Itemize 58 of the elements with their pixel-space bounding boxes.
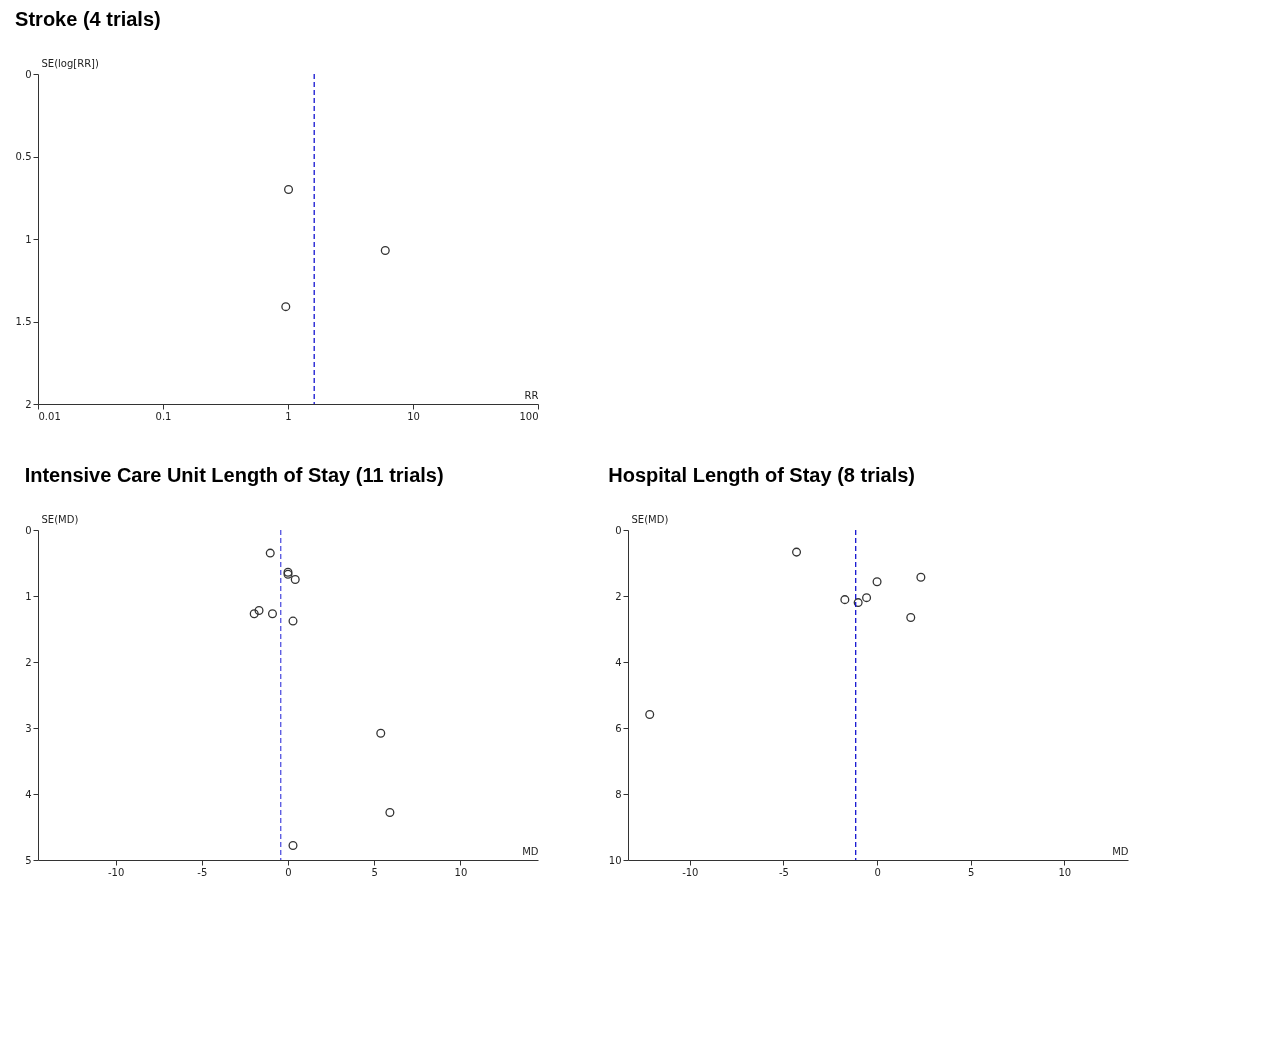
x-tick-label: 5 bbox=[968, 866, 975, 878]
y-tick-label: 0 bbox=[25, 524, 32, 536]
x-axis-title: RR bbox=[524, 389, 539, 401]
y-tick-label: 1 bbox=[25, 233, 32, 245]
chart-title: Hospital Length of Stay (8 trials) bbox=[608, 464, 915, 486]
point bbox=[872, 577, 882, 587]
y-tick-label: 2 bbox=[25, 398, 32, 410]
y-axis-title: SE(MD) bbox=[41, 513, 79, 525]
y-tick-label: 2 bbox=[615, 590, 622, 602]
point bbox=[906, 612, 916, 622]
x-tick-label: 10 bbox=[1058, 866, 1072, 878]
point bbox=[916, 572, 926, 582]
x-tick-label: 0 bbox=[285, 866, 292, 878]
y-tick-label: 4 bbox=[25, 788, 32, 800]
y-axis-title: SE(log[RR]) bbox=[41, 57, 100, 69]
point bbox=[288, 840, 298, 850]
y-tick-label: 1.5 bbox=[15, 316, 32, 327]
point bbox=[385, 807, 395, 817]
chart-title: Intensive Care Unit Length of Stay (11 trials) bbox=[24, 464, 444, 486]
point bbox=[645, 709, 655, 719]
x-tick-label: 0.1 bbox=[155, 410, 172, 422]
point bbox=[290, 574, 300, 585]
y-tick-label: 3 bbox=[25, 722, 32, 734]
point bbox=[254, 606, 264, 616]
y-tick-label: 5 bbox=[25, 854, 32, 866]
y-tick-label: 4 bbox=[615, 656, 622, 668]
point bbox=[288, 616, 298, 626]
y-tick-label: 10 bbox=[608, 854, 622, 866]
x-axis-title: MD bbox=[522, 845, 539, 857]
x-tick-label: 5 bbox=[371, 866, 378, 878]
x-tick-label: 100 bbox=[519, 410, 539, 422]
x-tick-label: -5 bbox=[197, 866, 208, 878]
y-tick-label: 1 bbox=[25, 590, 32, 602]
point bbox=[853, 598, 863, 608]
point bbox=[267, 609, 278, 619]
x-tick-label: -10 bbox=[107, 866, 125, 878]
point bbox=[376, 728, 386, 738]
point bbox=[249, 609, 259, 619]
y-tick-label: 0 bbox=[25, 68, 32, 80]
x-tick-label: 10 bbox=[454, 866, 468, 878]
y-tick-label: 0 bbox=[615, 524, 622, 536]
point bbox=[265, 548, 275, 558]
x-tick-label: -10 bbox=[682, 866, 699, 878]
point bbox=[862, 593, 872, 603]
x-axis-title: MD bbox=[1112, 845, 1129, 857]
point bbox=[840, 595, 850, 605]
x-tick-label: 1 bbox=[285, 410, 292, 422]
x-tick-label: 0 bbox=[874, 866, 881, 878]
y-tick-label: 2 bbox=[25, 656, 32, 668]
y-axis-title: SE(MD) bbox=[631, 513, 669, 525]
y-tick-label: 8 bbox=[615, 788, 622, 800]
y-tick-label: 6 bbox=[615, 722, 622, 734]
point bbox=[792, 547, 802, 557]
x-tick-label: 10 bbox=[407, 410, 420, 422]
x-tick-label: -5 bbox=[778, 866, 789, 878]
chart-title: Stroke (4 trials) bbox=[15, 8, 161, 30]
x-tick-label: 0.01 bbox=[38, 410, 61, 422]
y-tick-label: 0.5 bbox=[15, 151, 32, 162]
